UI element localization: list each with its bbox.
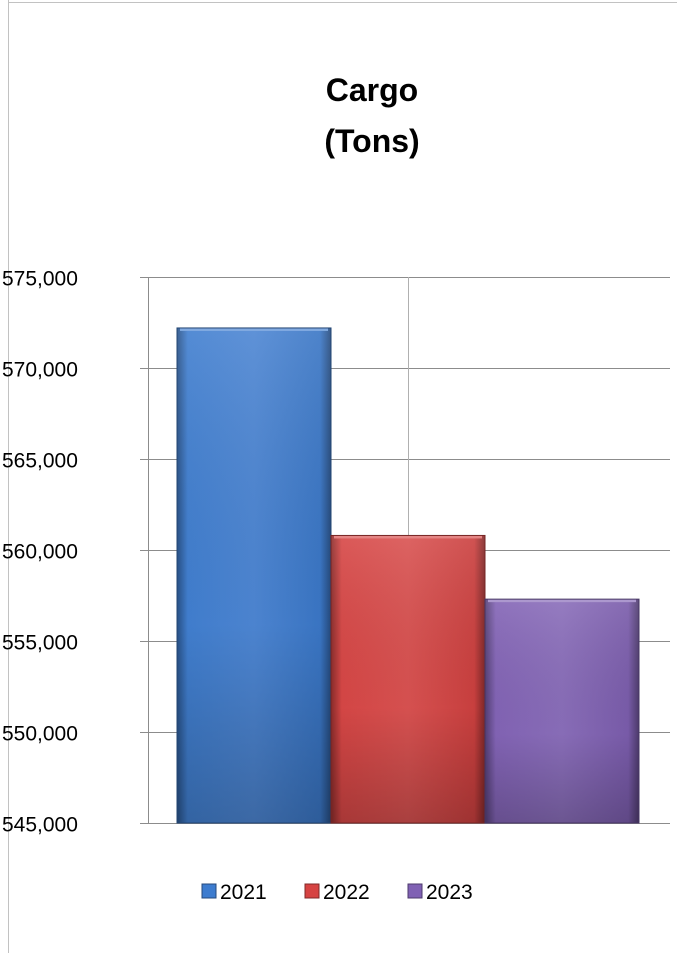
bar-2022 [330,534,486,824]
y-tick-label: 575,000 [2,268,78,291]
legend-swatch [201,883,217,899]
y-tick-label: 550,000 [2,723,78,746]
legend-swatch [304,883,320,899]
legend-item-2023: 2023 [407,881,473,904]
y-tick-label: 570,000 [2,359,78,382]
chart-title-line-2: (Tons) [324,123,419,159]
y-tick-label: 565,000 [2,450,78,473]
chart-title-line-1: Cargo [326,72,418,108]
y-axis-tick-labels: 545,000 550,000 555,000 560,000 565,000 570,0… [2,268,78,837]
bar-shading [177,327,331,823]
bar-top-highlight [180,327,328,331]
bar-2021 [176,327,332,824]
bar-top-highlight [488,599,636,603]
y-tick-label: 555,000 [2,632,78,655]
bar-shading [485,599,639,823]
y-tick-label: 560,000 [2,541,78,564]
legend: 2021 2022 2023 [201,881,473,904]
bar-shading [331,535,485,823]
legend-label: 2022 [323,881,370,904]
bar-outline [484,598,640,824]
bars [176,327,640,824]
legend-label: 2023 [426,881,473,904]
legend-item-2022: 2022 [304,881,370,904]
legend-label: 2021 [220,881,267,904]
legend-swatch [407,883,423,899]
y-tick-label: 545,000 [2,814,78,837]
legend-item-2021: 2021 [201,881,267,904]
bar-2023 [484,598,640,824]
bar-top-highlight [334,535,482,539]
